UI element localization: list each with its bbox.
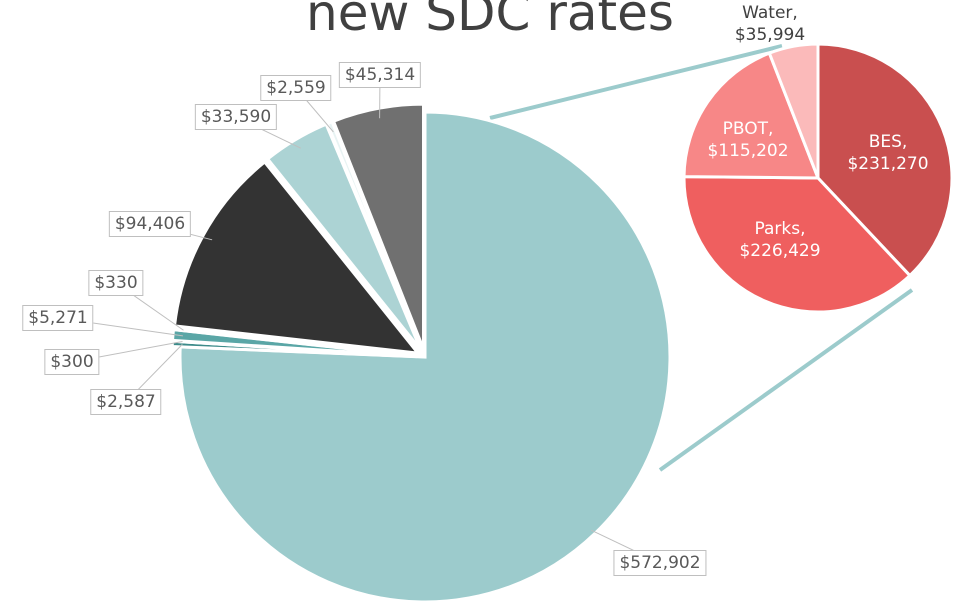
data-label: Water, $35,994 [734, 3, 806, 45]
pie-slice [172, 159, 422, 356]
pie-slice [816, 42, 953, 278]
pie-slice [325, 119, 424, 351]
pie-slice [682, 175, 912, 314]
pie-slice [178, 110, 672, 601]
data-label: $94,406 [108, 211, 192, 237]
pie-slice [171, 327, 418, 358]
connector [658, 288, 914, 472]
data-label: $2,559 [260, 75, 332, 101]
data-label: $33,590 [194, 104, 278, 130]
data-label: PBOT, $115,202 [707, 119, 789, 161]
pie-slice [331, 102, 426, 350]
data-label: $330 [88, 270, 144, 296]
data-label: $2,587 [90, 389, 162, 415]
pie-slice [682, 51, 821, 180]
data-label: $45,314 [338, 62, 422, 88]
data-label: $300 [44, 349, 100, 375]
data-label: $572,902 [613, 550, 707, 576]
pie-slice [767, 42, 820, 179]
data-label: BES, $231,270 [847, 132, 929, 174]
connector [489, 44, 783, 120]
chart-title: new SDC rates [306, 0, 674, 42]
data-label: $5,271 [22, 305, 94, 331]
data-label: Parks, $226,429 [739, 219, 821, 261]
